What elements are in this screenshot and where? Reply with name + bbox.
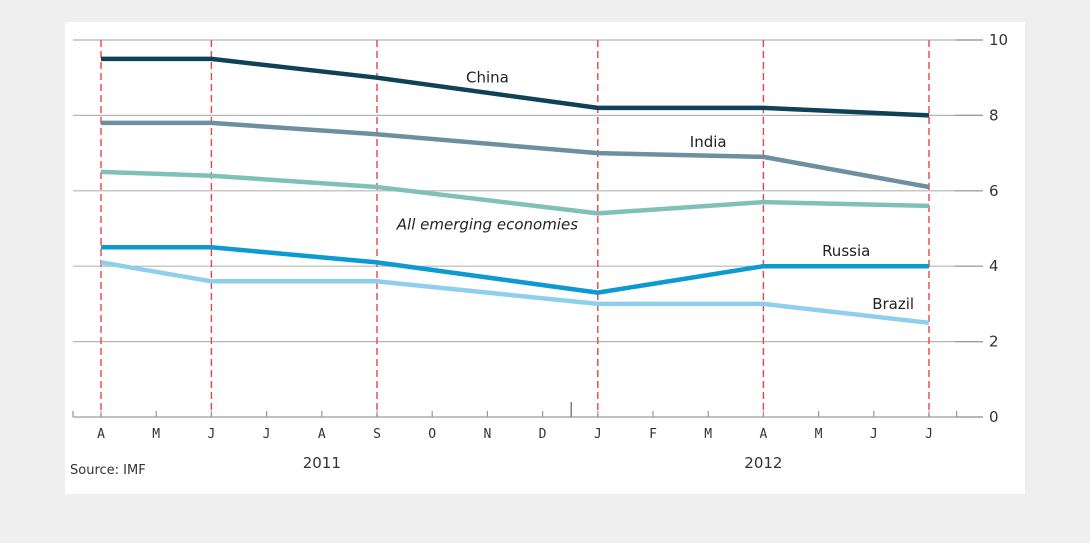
y-tick-label: 4 <box>989 257 999 275</box>
x-tick-label: J <box>594 427 602 442</box>
source-note: Source: IMF <box>70 463 146 478</box>
year-label: 2012 <box>744 454 782 472</box>
x-tick-label: F <box>649 427 657 442</box>
series-line-all-emerging-economies <box>100 169 930 216</box>
y-tick-label: 2 <box>989 333 999 351</box>
x-tick-label: M <box>152 427 160 442</box>
series-layer <box>100 56 930 326</box>
y-tick-label: 0 <box>989 408 999 426</box>
series-label-china: China <box>466 69 509 87</box>
series-line-russia <box>101 245 929 295</box>
x-tick-label: J <box>925 427 933 442</box>
x-tick-label: D <box>539 427 547 442</box>
series-line-china <box>101 56 930 118</box>
x-tick-label: A <box>759 427 767 442</box>
x-tick-label: N <box>483 427 491 442</box>
line-chart: 0 2 4 6 8 10 A M J J A S O N D J F M A M J J 2011 2012 China In… <box>72 31 1008 472</box>
highlight-month-lines <box>100 40 930 417</box>
y-tick-label: 8 <box>989 106 999 124</box>
x-tick-label: J <box>263 427 271 442</box>
series-line-india <box>101 120 930 190</box>
x-tick-label: J <box>207 427 215 442</box>
year-label: 2011 <box>303 454 341 472</box>
series-label-brazil: Brazil <box>872 295 914 313</box>
label-layer: China India All emerging economies Russia Br… <box>396 69 914 313</box>
series-label-russia: Russia <box>822 242 870 260</box>
x-tick-label: O <box>428 427 436 442</box>
x-tick-label: J <box>870 427 878 442</box>
chart-card: 0 2 4 6 8 10 A M J J A S O N D J F M A M J J 2011 2012 China In… <box>65 22 1025 494</box>
y-tick-label: 6 <box>989 182 999 200</box>
series-line-brazil <box>100 260 930 326</box>
x-tick-label: A <box>97 427 105 442</box>
x-tick-label: M <box>704 427 712 442</box>
x-axis: A M J J A S O N D J F M A M J J 2011 2012 <box>72 402 983 472</box>
y-tick-label: 10 <box>989 31 1008 49</box>
series-label-all-emerging-economies: All emerging economies <box>396 216 578 234</box>
series-label-india: India <box>690 133 727 151</box>
x-tick-label: S <box>373 427 381 442</box>
x-tick-label: A <box>318 427 326 442</box>
x-tick-label: M <box>815 427 823 442</box>
